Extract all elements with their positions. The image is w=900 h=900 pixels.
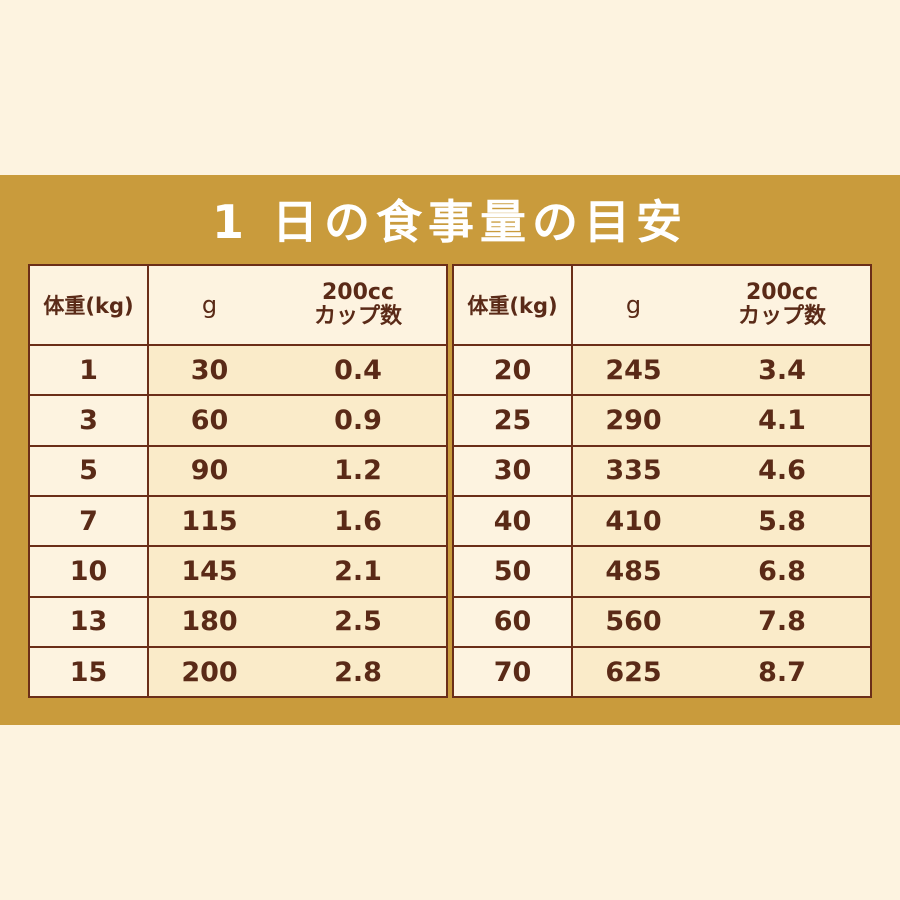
weight-cell: 3 — [30, 394, 149, 446]
grams-cell: 30 — [148, 343, 299, 396]
grams-cell: 60 — [148, 394, 299, 446]
weight-cell: 30 — [454, 444, 573, 497]
table-row: 25 290 4.1 — [454, 394, 870, 446]
table-row: 5 90 1.2 — [30, 444, 446, 497]
weight-cell: 20 — [454, 343, 573, 396]
grams-cell: 200 — [148, 646, 299, 696]
grams-cell: 410 — [572, 495, 723, 547]
table-row: 50 485 6.8 — [454, 545, 870, 597]
cups-cell: 4.6 — [723, 444, 870, 497]
grams-cell: 145 — [148, 545, 299, 597]
weight-cell: 7 — [30, 495, 149, 547]
table-row: 30 335 4.6 — [454, 444, 870, 497]
cups-cell: 4.1 — [723, 394, 870, 446]
grams-cell: 485 — [572, 545, 723, 597]
table-row: 7 115 1.6 — [30, 495, 446, 547]
header-cups: 200cc カップ数 — [299, 266, 446, 345]
weight-cell: 15 — [30, 646, 149, 696]
feeding-table-left: 体重(kg) g 200cc カップ数 1 30 0.4 3 60 0.9 5 90 1.2… — [30, 266, 446, 696]
feeding-table-right: 体重(kg) g 200cc カップ数 20 245 3.4 25 290 4.1 30… — [454, 266, 870, 696]
cups-cell: 8.7 — [723, 646, 870, 696]
grams-cell: 560 — [572, 595, 723, 648]
weight-cell: 10 — [30, 545, 149, 597]
table-row: 20 245 3.4 — [454, 343, 870, 396]
grams-cell: 290 — [572, 394, 723, 446]
cups-cell: 2.8 — [299, 646, 446, 696]
header-weight: 体重(kg) — [30, 266, 149, 345]
table-left: 体重(kg) g 200cc カップ数 1 30 0.4 3 60 0.9 5 90 1.2… — [28, 264, 448, 698]
table-row: 60 560 7.8 — [454, 595, 870, 648]
table-row: 40 410 5.8 — [454, 495, 870, 547]
cups-cell: 0.4 — [299, 343, 446, 396]
header-weight: 体重(kg) — [454, 266, 573, 345]
weight-cell: 70 — [454, 646, 573, 696]
grams-cell: 90 — [148, 444, 299, 497]
table-row: 13 180 2.5 — [30, 595, 446, 648]
weight-cell: 25 — [454, 394, 573, 446]
header-cups: 200cc カップ数 — [723, 266, 870, 345]
header-row: 体重(kg) g 200cc カップ数 — [30, 266, 446, 345]
grams-cell: 180 — [148, 595, 299, 648]
table-right: 体重(kg) g 200cc カップ数 20 245 3.4 25 290 4.1 30… — [452, 264, 872, 698]
weight-cell: 5 — [30, 444, 149, 497]
cups-cell: 0.9 — [299, 394, 446, 446]
header-cups-line1: 200cc — [321, 280, 394, 305]
page-title: 1 日の食事量の目安 — [211, 195, 689, 249]
header-cups-line2: カップ数 — [313, 304, 402, 329]
weight-cell: 1 — [30, 343, 149, 396]
grams-cell: 245 — [572, 343, 723, 396]
grams-cell: 115 — [148, 495, 299, 547]
cups-cell: 5.8 — [723, 495, 870, 547]
weight-cell: 13 — [30, 595, 149, 648]
header-row: 体重(kg) g 200cc カップ数 — [454, 266, 870, 345]
table-row: 3 60 0.9 — [30, 394, 446, 446]
header-cups-line2: カップ数 — [737, 304, 826, 329]
cups-cell: 1.2 — [299, 444, 446, 497]
header-cups-line1: 200cc — [745, 280, 818, 305]
cups-cell: 2.1 — [299, 545, 446, 597]
cups-cell: 3.4 — [723, 343, 870, 396]
weight-cell: 50 — [454, 545, 573, 597]
table-row: 15 200 2.8 — [30, 646, 446, 696]
weight-cell: 60 — [454, 595, 573, 648]
cups-cell: 1.6 — [299, 495, 446, 547]
table-row: 10 145 2.1 — [30, 545, 446, 597]
grams-cell: 335 — [572, 444, 723, 497]
cups-cell: 6.8 — [723, 545, 870, 597]
table-row: 70 625 8.7 — [454, 646, 870, 696]
header-grams: g — [625, 291, 642, 319]
cups-cell: 7.8 — [723, 595, 870, 648]
weight-cell: 40 — [454, 495, 573, 547]
grams-cell: 625 — [572, 646, 723, 696]
cups-cell: 2.5 — [299, 595, 446, 648]
table-row: 1 30 0.4 — [30, 343, 446, 396]
header-grams: g — [201, 291, 218, 319]
